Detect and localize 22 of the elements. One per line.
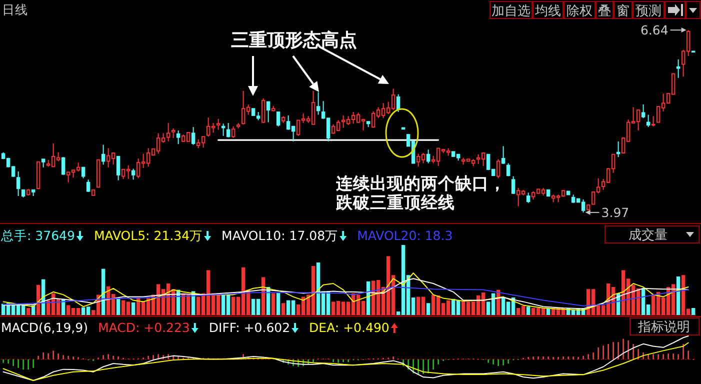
text: 成交量	[628, 227, 668, 243]
text: 总手: 37649	[0, 228, 75, 243]
chart-title: 日线	[2, 2, 28, 17]
text: MAVOL20: 18.3	[357, 228, 453, 243]
annotation: 6.64	[640, 22, 668, 38]
text: DIFF: +0.602	[208, 320, 290, 335]
text: MAVOL5: 21.34万	[94, 228, 203, 243]
text: DEA: +0.490	[309, 320, 390, 335]
annotation: 除权	[566, 4, 592, 19]
annotation: 预测	[636, 4, 662, 19]
text: MACD: +0.223	[98, 320, 190, 335]
annotation: 窗	[616, 3, 630, 19]
annotation: 均线	[534, 4, 561, 19]
text: 指标说明	[637, 320, 690, 335]
annotation: 连续出现的两个缺口，	[335, 174, 506, 193]
text: MAVOL10: 17.08万	[222, 228, 338, 243]
annotation: 跌破三重顶经线	[335, 193, 455, 212]
annotation: 3.97	[601, 204, 630, 220]
text: MACD(6,19,9)	[1, 320, 88, 335]
annotation: 三重顶形态高点	[231, 30, 357, 51]
annotation: 叠	[598, 4, 611, 19]
annotation: 加自选	[492, 4, 530, 19]
